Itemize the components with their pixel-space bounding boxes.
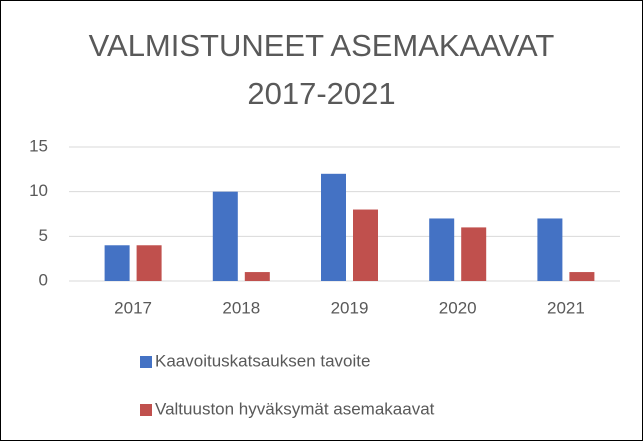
bar <box>104 245 130 281</box>
x-tick-label: 2019 <box>331 298 369 317</box>
bar <box>461 227 487 281</box>
legend-swatch <box>140 356 152 368</box>
bar <box>136 245 162 281</box>
x-tick-label: 2020 <box>439 298 477 317</box>
y-tick-label: 5 <box>39 226 48 245</box>
chart-title: VALMISTUNEET ASEMAKAAVAT 2017-2021 <box>88 28 555 111</box>
bar <box>537 218 563 281</box>
x-tick-label: 2021 <box>547 298 585 317</box>
legend-label: Kaavoituskatsauksen tavoite <box>155 351 370 370</box>
x-tick-label: 2017 <box>114 298 152 317</box>
bar <box>429 218 455 281</box>
bar <box>353 209 378 281</box>
legend-label: Valtuuston hyväksymät asemakaavat <box>155 399 435 418</box>
y-tick-label: 0 <box>39 270 48 289</box>
bar <box>569 272 595 281</box>
bar <box>244 272 270 281</box>
y-tick-label: 10 <box>29 181 48 200</box>
bar <box>321 173 346 281</box>
y-tick-label: 15 <box>29 136 48 155</box>
x-tick-label: 2018 <box>222 298 260 317</box>
legend-swatch <box>140 404 152 416</box>
bar <box>212 191 238 281</box>
